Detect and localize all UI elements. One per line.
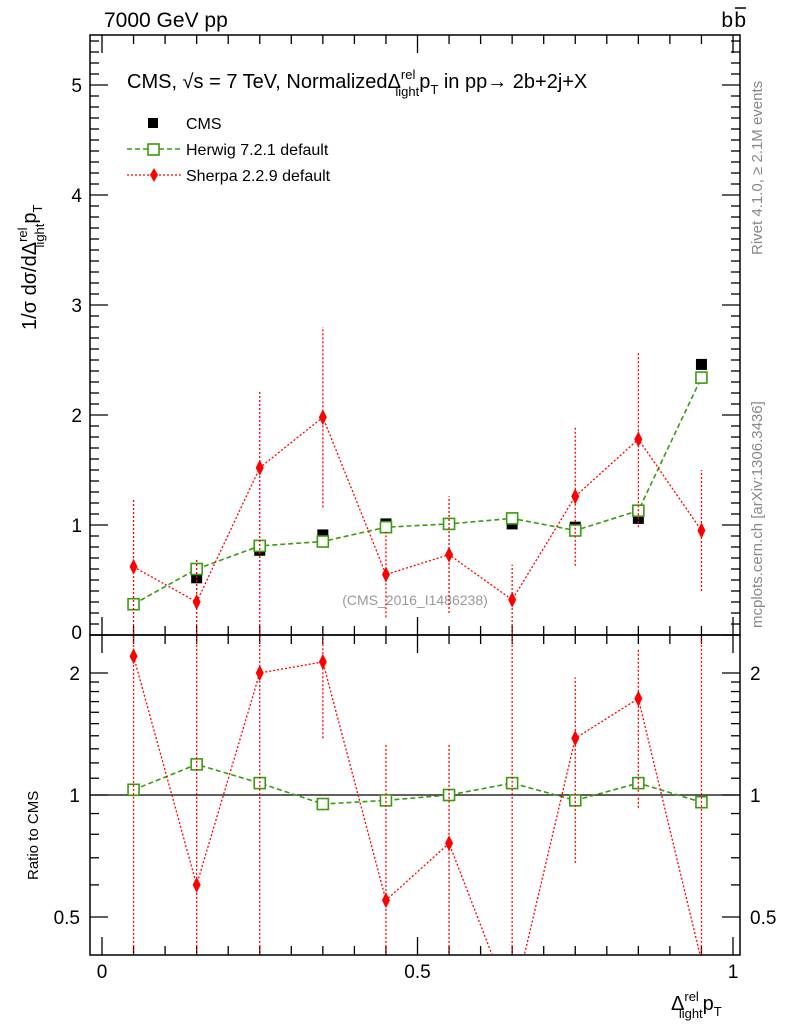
data-point-sherpa xyxy=(571,730,580,747)
data-point-sherpa xyxy=(571,488,580,505)
data-point-sherpa xyxy=(508,999,516,1015)
energy-label: 7000 GeV pp xyxy=(104,9,228,32)
data-point-sherpa xyxy=(192,876,201,893)
data-point-herwig xyxy=(505,512,519,525)
legend-label-herwig: Herwig 7.2.1 default xyxy=(186,142,329,159)
rivet-label: Rivet 4.1.0, ≥ 2.1M events xyxy=(749,81,766,255)
data-point-sherpa xyxy=(508,591,517,608)
data-point-sherpa xyxy=(697,522,706,539)
legend-label-sherpa: Sherpa 2.2.9 default xyxy=(186,168,331,185)
data-point-sherpa xyxy=(318,409,327,426)
data-point-sherpa xyxy=(634,431,643,448)
data-point-sherpa xyxy=(129,558,138,575)
legend-marker-cms xyxy=(148,118,158,128)
ratio-y-tick-label: 2 xyxy=(69,664,80,685)
x-tick-label: 1 xyxy=(728,962,739,983)
y-tick-label: 1 xyxy=(71,516,82,537)
data-point-sherpa xyxy=(192,594,201,610)
plot-title: CMS, √s = 7 TeV, NormalizedΔrel lightpT i… xyxy=(127,67,587,99)
y-tick-label: 4 xyxy=(71,186,82,207)
legend: CMS Herwig 7.2.1 default Sherpa 2.2.9 de… xyxy=(127,116,331,185)
ratio-y-tick-label-right: 1 xyxy=(750,786,761,807)
ratio-series-0 xyxy=(127,758,708,811)
data-point-sherpa xyxy=(255,665,264,681)
data-point-herwig xyxy=(379,520,393,534)
legend-marker-herwig xyxy=(147,143,160,156)
data-point-herwig xyxy=(253,776,267,790)
svg-text:b: b xyxy=(734,9,746,32)
main-series-0 xyxy=(128,358,707,610)
y-tick-label: 2 xyxy=(71,406,82,427)
data-point-herwig xyxy=(695,371,708,384)
data-point-sherpa xyxy=(381,892,390,909)
data-point-herwig xyxy=(568,524,582,537)
legend-marker-sherpa xyxy=(150,168,158,182)
main-series-2 xyxy=(129,327,706,635)
series-line xyxy=(133,416,702,603)
data-point-herwig xyxy=(379,794,393,807)
series-line xyxy=(133,763,702,805)
data-point-sherpa xyxy=(381,566,390,583)
data-point-sherpa xyxy=(318,653,327,670)
data-point-cms xyxy=(317,529,329,541)
data-point-sherpa xyxy=(700,952,703,954)
ratio-y-tick-label: 1 xyxy=(69,786,80,807)
x-axis-label: Δrel lightpT xyxy=(671,989,722,1021)
data-point-herwig xyxy=(316,535,330,548)
data-point-sherpa xyxy=(445,835,454,852)
y-tick-label: 3 xyxy=(71,296,82,317)
data-point-herwig xyxy=(190,758,203,771)
mcplots-label: mcplots.cern.ch [arXiv:1306.3436] xyxy=(749,401,766,628)
x-tick-label: 0 xyxy=(97,962,108,983)
analysis-watermark: (CMS_2016_I1486238) xyxy=(342,592,488,608)
data-point-sherpa xyxy=(255,459,264,476)
ratio-y-tick-label-right: 0.5 xyxy=(750,908,776,929)
data-point-herwig xyxy=(505,776,519,790)
data-point-sherpa xyxy=(634,690,643,707)
y-axis-label: 1/σ dσ/dΔrel lightpT xyxy=(15,204,47,330)
x-tick-label: 0.5 xyxy=(404,962,430,983)
y-tick-label: 5 xyxy=(71,76,82,97)
legend-label-cms: CMS xyxy=(186,116,222,133)
process-label: b b xyxy=(721,7,746,32)
ratio-y-tick-label-right: 2 xyxy=(750,664,761,685)
ratio-y-axis-label: Ratio to CMS xyxy=(25,791,42,880)
data-point-sherpa xyxy=(129,648,138,665)
data-point-sherpa xyxy=(445,546,454,563)
svg-text:b: b xyxy=(721,9,733,32)
ratio-y-tick-label: 0.5 xyxy=(54,908,80,929)
y-tick-label: 0 xyxy=(71,623,82,644)
data-point-cms xyxy=(695,358,707,370)
data-point-herwig xyxy=(568,794,582,807)
series-line xyxy=(133,377,703,605)
main-series-1 xyxy=(127,371,708,611)
ratio-series-1 xyxy=(129,636,703,1015)
data-point-herwig xyxy=(316,797,330,811)
